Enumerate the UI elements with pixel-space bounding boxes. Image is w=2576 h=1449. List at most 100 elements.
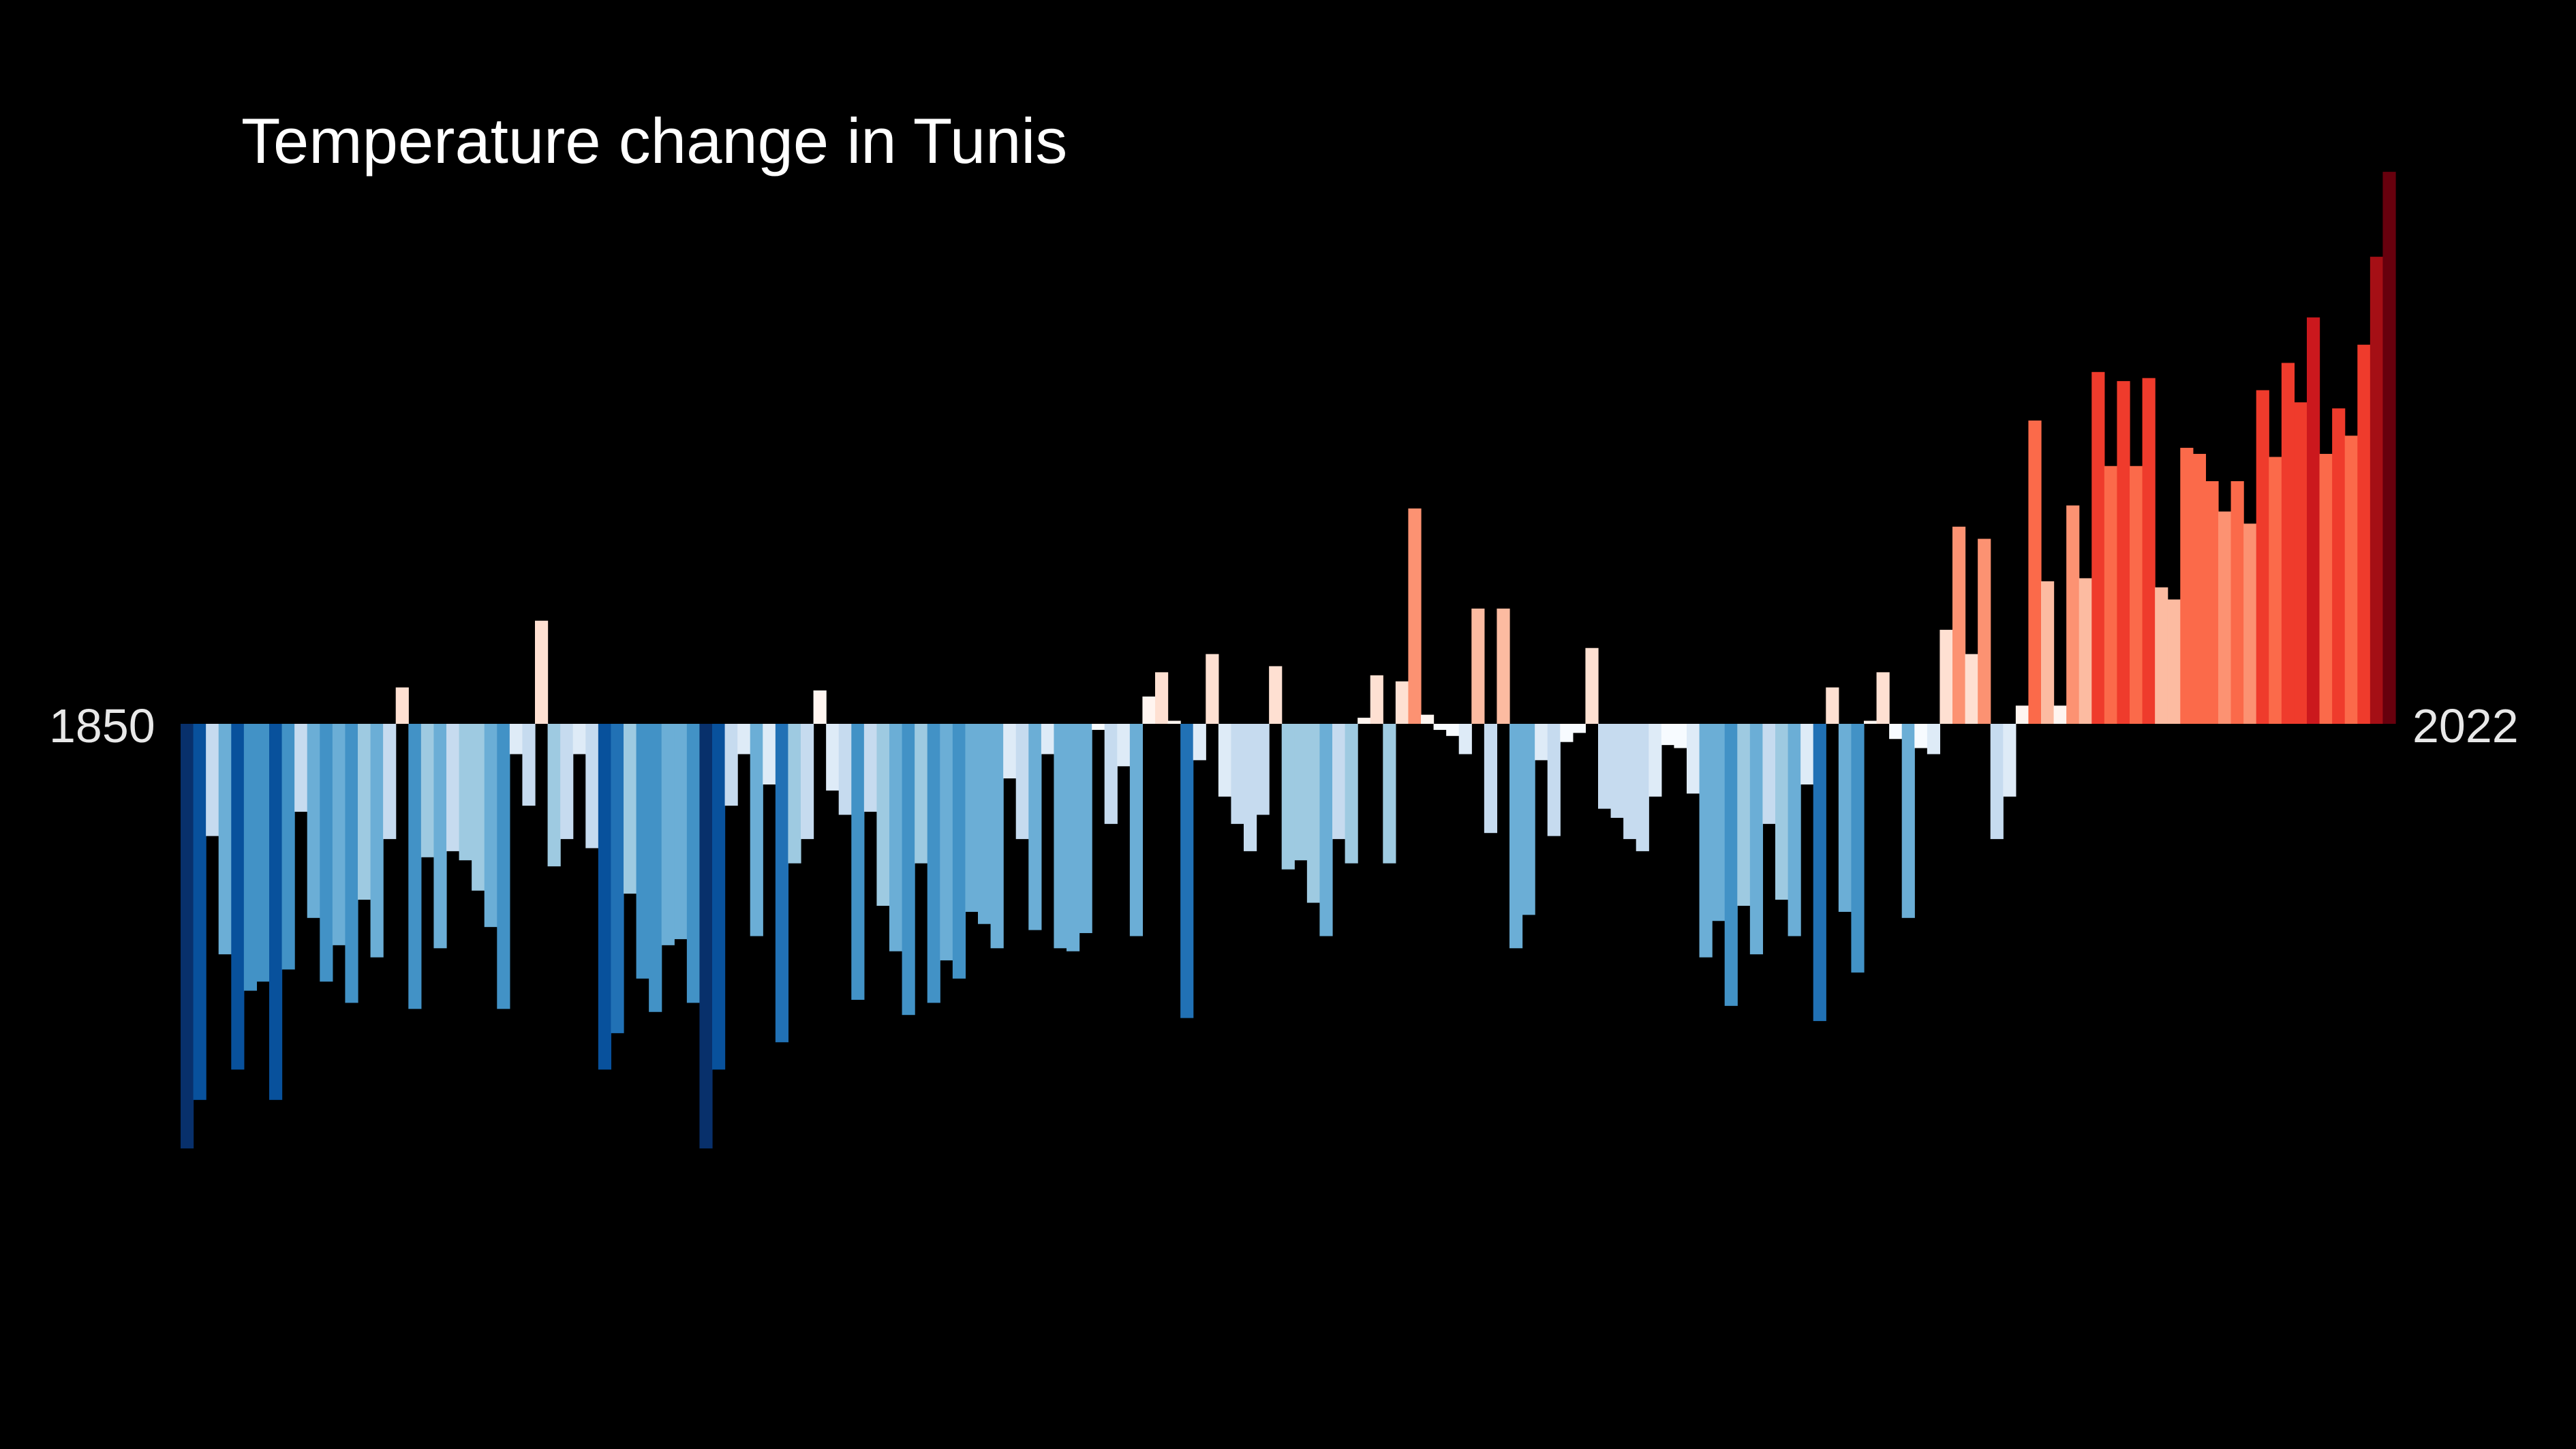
bar-168 (2307, 317, 2320, 724)
bar-79 (1180, 724, 1194, 1018)
bar-140 (1952, 526, 1966, 724)
bar-46 (763, 724, 776, 784)
bar-60 (940, 724, 953, 961)
bar-121 (1712, 724, 1726, 921)
bar-136 (1901, 724, 1915, 918)
bar-51 (826, 724, 840, 791)
bar-128 (1800, 724, 1814, 784)
bar-105 (1509, 724, 1523, 949)
bar-165 (2269, 457, 2282, 724)
bar-84 (1244, 724, 1257, 851)
bar-26 (509, 724, 523, 754)
bar-15 (370, 724, 384, 958)
bar-81 (1206, 654, 1219, 724)
bar-86 (1269, 666, 1283, 724)
bar-149 (2066, 505, 2080, 724)
bar-167 (2294, 402, 2307, 724)
bar-4 (231, 724, 245, 1070)
bar-8 (281, 724, 295, 970)
bar-38 (661, 724, 675, 945)
bar-161 (2218, 511, 2232, 724)
bar-6 (256, 724, 270, 982)
bar-73 (1104, 724, 1118, 824)
bar-118 (1674, 724, 1687, 748)
bar-30 (560, 724, 574, 840)
bar-132 (1851, 724, 1865, 973)
bar-43 (724, 724, 738, 806)
bar-102 (1471, 608, 1485, 724)
bar-89 (1306, 724, 1321, 903)
bar-142 (1978, 538, 1991, 724)
bar-50 (813, 690, 827, 724)
bar-126 (1775, 724, 1789, 900)
bar-95 (1383, 724, 1396, 864)
bar-155 (2142, 378, 2156, 724)
bar-75 (1129, 724, 1144, 936)
bar-53 (851, 724, 865, 1000)
bar-62 (965, 724, 979, 912)
bar-110 (1572, 724, 1586, 733)
bar-66 (1015, 724, 1029, 840)
bar-97 (1408, 508, 1422, 724)
bar-123 (1737, 724, 1751, 906)
chart-title: Temperature change in Tunis (241, 105, 1068, 177)
bar-13 (345, 724, 358, 1003)
bar-9 (294, 724, 308, 812)
bar-154 (2130, 466, 2143, 724)
bar-141 (1965, 654, 1978, 724)
bar-20 (433, 724, 447, 949)
bar-170 (2332, 408, 2346, 724)
bar-139 (1939, 630, 1953, 724)
bar-44 (737, 724, 751, 754)
bar-56 (889, 724, 903, 951)
bar-173 (2370, 256, 2384, 724)
bar-111 (1585, 647, 1599, 724)
bar-174 (2382, 172, 2396, 724)
bar-61 (952, 724, 966, 979)
bar-33 (598, 724, 612, 1070)
bar-115 (1636, 724, 1649, 851)
bar-63 (978, 724, 992, 924)
bar-134 (1876, 672, 1890, 724)
bar-71 (1079, 724, 1092, 934)
bar-68 (1041, 724, 1055, 754)
bar-41 (699, 724, 713, 1148)
bar-91 (1332, 724, 1346, 840)
bar-92 (1345, 724, 1358, 864)
bar-103 (1484, 724, 1498, 834)
bar-156 (2155, 587, 2168, 724)
bar-131 (1838, 724, 1852, 912)
bar-1 (193, 724, 206, 1100)
bar-107 (1535, 724, 1548, 761)
bar-10 (307, 724, 320, 918)
bar-129 (1813, 724, 1826, 1022)
bar-12 (332, 724, 346, 945)
bar-151 (2091, 371, 2105, 724)
bar-69 (1054, 724, 1067, 949)
bar-82 (1218, 724, 1232, 797)
bar-67 (1028, 724, 1042, 930)
bar-172 (2357, 344, 2371, 724)
bar-11 (320, 724, 333, 982)
bar-146 (2028, 421, 2042, 724)
bar-117 (1661, 724, 1675, 746)
start-year-label: 1850 (49, 699, 155, 752)
bar-22 (459, 724, 472, 861)
bar-124 (1749, 724, 1764, 955)
bar-59 (927, 724, 940, 1003)
bar-93 (1358, 718, 1371, 724)
bar-52 (838, 724, 852, 815)
bar-150 (2079, 578, 2092, 724)
bar-164 (2256, 390, 2269, 724)
bar-78 (1167, 720, 1181, 724)
bar-83 (1231, 724, 1244, 824)
bar-27 (522, 724, 536, 806)
bar-130 (1826, 687, 1839, 724)
bar-85 (1256, 724, 1270, 815)
bar-42 (712, 724, 726, 1070)
bar-163 (2243, 523, 2257, 724)
bar-54 (863, 724, 878, 812)
bar-7 (269, 724, 283, 1100)
bar-77 (1155, 672, 1169, 724)
